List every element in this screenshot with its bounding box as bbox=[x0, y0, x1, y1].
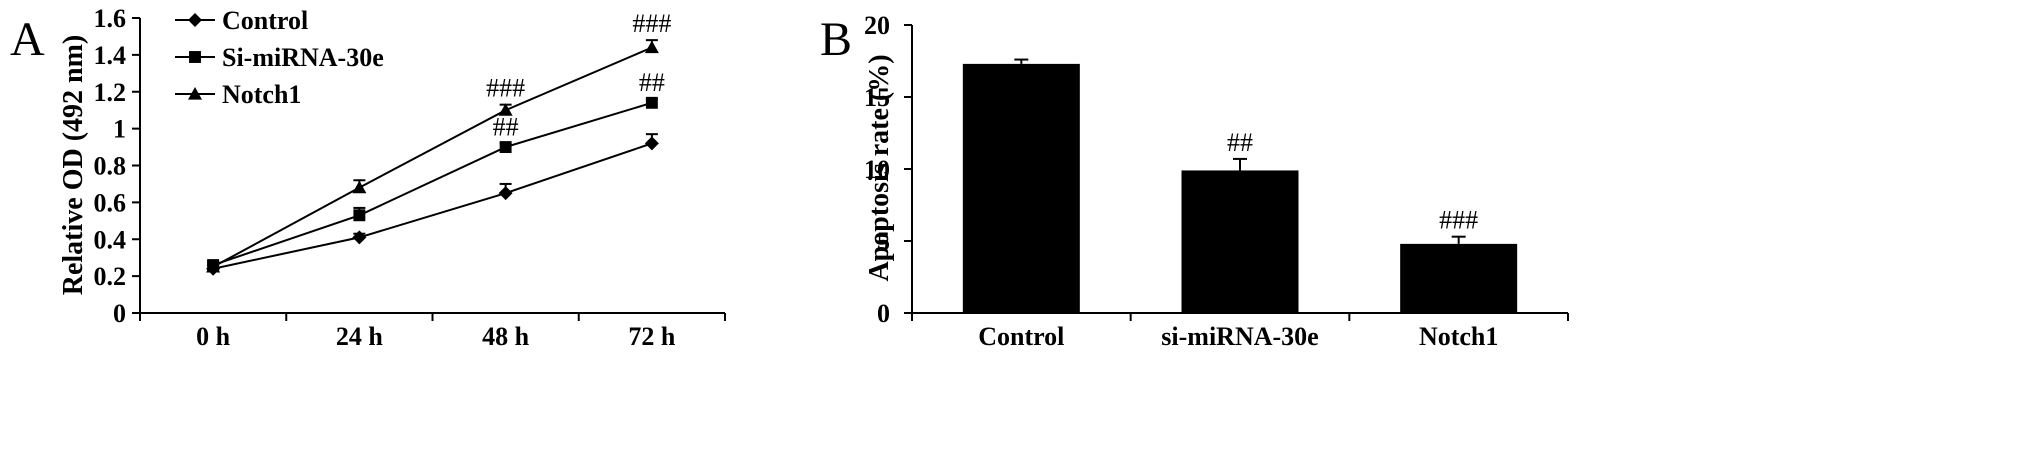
legend-label: Notch1 bbox=[222, 80, 301, 109]
y-tick-label: 0 bbox=[113, 299, 126, 328]
panel-a-legend: Control Si-miRNA-30e Notch1 bbox=[175, 6, 384, 109]
series-line bbox=[212, 101, 653, 267]
legend-label: Si-miRNA-30e bbox=[222, 43, 384, 72]
y-tick-label: 10 bbox=[864, 155, 890, 184]
y-tick-label: 0.6 bbox=[94, 188, 127, 217]
panel-a: A Relative OD (492 nm) 0 0.2 0.4 0.6 0.8 1 1.2… bbox=[10, 4, 726, 351]
significance-label: ## bbox=[1227, 128, 1253, 157]
x-tick-label: 48 h bbox=[482, 322, 530, 351]
panel-b-y-ticks: 0 5 10 15 20 bbox=[864, 11, 912, 328]
y-tick-label: 0.8 bbox=[94, 152, 127, 181]
y-tick-label: 0.4 bbox=[94, 225, 127, 254]
panel-b: B Apoptosis rate (%) 0 5 10 15 20 Control si-… bbox=[820, 11, 1569, 351]
data-point bbox=[352, 230, 367, 245]
bar-notch1: ### bbox=[1400, 206, 1518, 313]
significance-label: ### bbox=[486, 74, 525, 103]
y-tick-label: 1 bbox=[113, 115, 126, 144]
significance-label: ### bbox=[1439, 206, 1478, 235]
y-tick-label: 0 bbox=[877, 299, 890, 328]
y-tick-label: 0.2 bbox=[94, 262, 127, 291]
legend-item: Notch1 bbox=[175, 80, 301, 109]
legend-marker bbox=[188, 13, 202, 27]
series-control bbox=[206, 133, 659, 276]
panel-b-x-ticks: Control si-miRNA-30e Notch1 bbox=[911, 313, 1569, 351]
panel-a-x-ticks: 0 h 24 h 48 h 72 h bbox=[139, 313, 726, 351]
panel-b-letter: B bbox=[820, 13, 852, 66]
data-point bbox=[645, 96, 658, 109]
data-point bbox=[644, 40, 659, 54]
y-tick-label: 20 bbox=[864, 11, 890, 40]
significance-label: ## bbox=[493, 112, 519, 141]
legend-marker bbox=[188, 87, 202, 100]
data-point bbox=[498, 186, 513, 201]
y-tick-label: 5 bbox=[877, 227, 890, 256]
series-line bbox=[212, 142, 653, 270]
data-point bbox=[206, 259, 221, 273]
data-point bbox=[498, 103, 513, 116]
y-tick-label: 1.6 bbox=[94, 4, 127, 33]
series-notch1: ### ### bbox=[206, 9, 671, 273]
data-point bbox=[644, 136, 659, 151]
significance-label: ## bbox=[639, 68, 665, 97]
legend-marker bbox=[189, 51, 201, 63]
y-tick-label: 15 bbox=[864, 83, 890, 112]
panel-b-bars: ##### bbox=[962, 58, 1518, 313]
bar bbox=[1400, 243, 1518, 313]
x-tick-label: Notch1 bbox=[1419, 322, 1498, 351]
bar bbox=[962, 63, 1080, 313]
panel-b-y-axis-label: Apoptosis rate (%) bbox=[864, 54, 895, 281]
series-line bbox=[212, 46, 653, 268]
legend-label: Control bbox=[222, 6, 308, 35]
legend-item: Si-miRNA-30e bbox=[175, 43, 384, 72]
bar-control bbox=[962, 58, 1080, 313]
x-tick-label: 72 h bbox=[628, 322, 676, 351]
bar-si-mirna-30e: ## bbox=[1181, 128, 1299, 313]
x-tick-label: Control bbox=[978, 322, 1064, 351]
significance-label: ### bbox=[632, 9, 671, 38]
x-tick-label: 24 h bbox=[336, 322, 384, 351]
data-point bbox=[353, 209, 366, 222]
y-tick-label: 1.2 bbox=[94, 78, 127, 107]
data-point bbox=[499, 141, 512, 154]
bar bbox=[1181, 170, 1299, 313]
x-tick-label: si-miRNA-30e bbox=[1161, 322, 1318, 351]
panel-a-y-ticks: 0 0.2 0.4 0.6 0.8 1 1.2 1.4 1.6 bbox=[94, 4, 140, 328]
panel-a-letter: A bbox=[10, 13, 45, 66]
data-point bbox=[352, 180, 367, 194]
x-tick-label: 0 h bbox=[196, 322, 231, 351]
panel-a-y-axis-label: Relative OD (492 nm) bbox=[58, 35, 89, 296]
legend-item: Control bbox=[175, 6, 308, 35]
panel-a-series: ########## bbox=[206, 9, 671, 276]
y-tick-label: 1.4 bbox=[94, 41, 127, 70]
